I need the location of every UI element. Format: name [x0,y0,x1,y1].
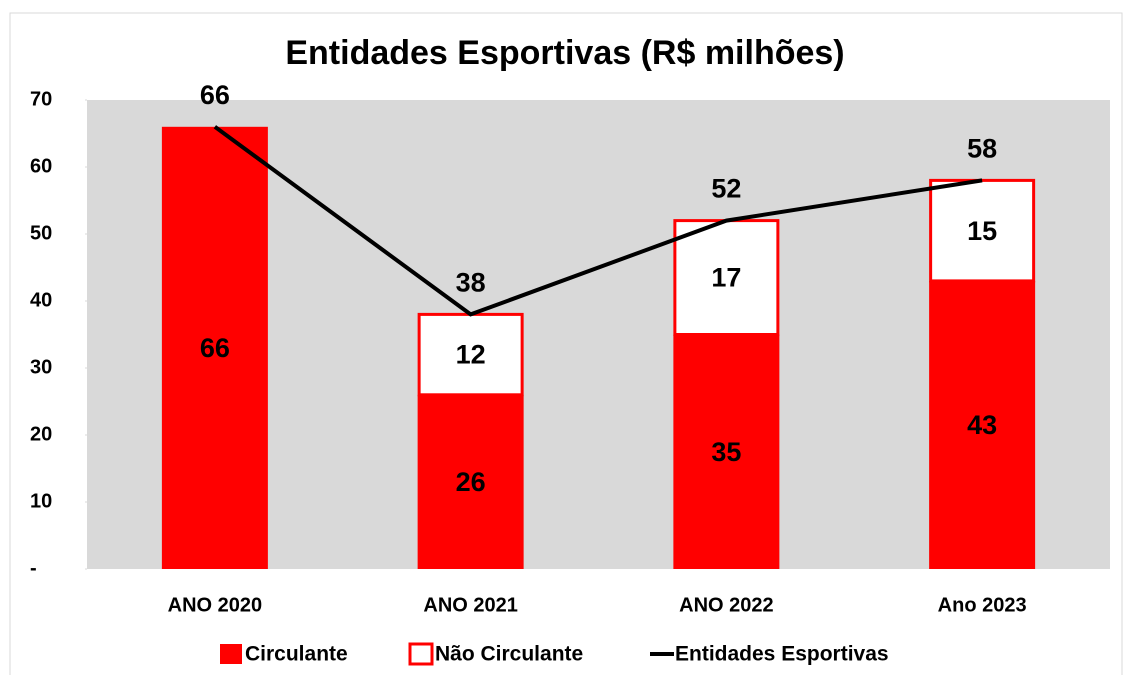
data-label: 43 [967,410,997,440]
legend-swatch [408,642,434,666]
y-tick-label: 40 [30,289,52,311]
data-label: 12 [456,340,486,370]
bar-segment [417,312,524,397]
y-tick-label: 10 [30,490,52,512]
data-label: 15 [967,216,997,246]
y-tick-label: 70 [30,88,52,110]
x-tick-label: ANO 2020 [168,594,263,616]
line [213,125,983,317]
x-tick-label: Ano 2023 [938,594,1027,616]
chart-title: Entidades Esportivas (R$ milhões) [285,34,844,72]
line-label: 38 [456,268,486,298]
legend-swatch [220,644,242,664]
y-tick-label: 20 [30,423,52,445]
bar-segment [929,280,1036,569]
y-tick-label: - [30,557,37,579]
data-label: 26 [456,467,486,497]
data-label: 35 [711,437,741,467]
legend-label: Circulante [245,643,348,666]
y-tick-label: 50 [30,222,52,244]
bar-segment [673,334,780,569]
line-label: 58 [967,134,997,164]
data-label: 17 [711,263,741,293]
bar-segment [929,178,1036,283]
bar-segment [673,219,780,337]
x-tick-label: ANO 2021 [423,594,518,616]
y-tick-label: 60 [30,155,52,177]
bar-segment [161,126,268,570]
legend-label: Não Circulante [435,643,583,666]
bar-segment [417,394,524,569]
legend-label: Entidades Esportivas [675,643,889,666]
x-tick-label: ANO 2022 [679,594,774,616]
line-label: 52 [711,174,741,204]
line-label: 66 [200,80,230,110]
y-tick-label: 30 [30,356,52,378]
data-label: 66 [200,333,230,363]
